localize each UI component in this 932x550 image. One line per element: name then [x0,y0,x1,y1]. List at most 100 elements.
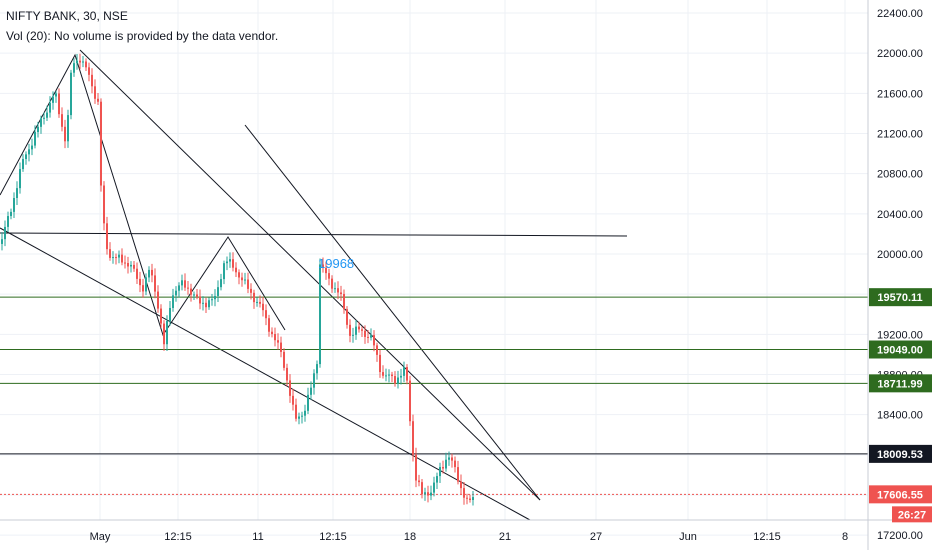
trendlines [0,49,628,521]
candle-body [232,259,234,268]
candle-body [142,285,144,292]
candle-body [400,375,402,378]
level-price-label: 19570.11 [877,292,922,304]
candle-body [31,145,33,150]
level-price-label-bg [869,288,932,307]
candle-body [421,482,423,495]
price-tick-label: 21200.00 [877,129,923,141]
candle-body [460,481,462,489]
symbol-title: NIFTY BANK, 30, NSE [6,9,128,23]
level-price-label-bg [869,374,932,393]
candle-body [166,321,168,345]
candle-body [313,373,315,388]
price-tick-label: 22400.00 [877,8,923,20]
candle-body [169,307,171,322]
candle-body [172,295,174,308]
time-tick-label: 21 [499,531,511,543]
candle-body [16,188,18,199]
candle-body [280,342,282,352]
candle-body [196,294,198,297]
candle-body [37,126,39,133]
current-price-label-bg [869,485,932,504]
price-axis[interactable]: 17200.0018400.0018800.0019200.0020000.00… [867,0,923,550]
candle-body [88,67,90,75]
candle-body [130,264,132,267]
price-tick-label: 18400.00 [877,410,923,422]
candle-body [115,257,117,259]
candle-body [463,488,465,498]
candle-body [331,278,333,289]
candle-body [40,118,42,127]
candle-body [118,254,120,258]
price-tick-label: 21600.00 [877,88,923,100]
time-axis[interactable]: May 12:15 11 12:15 18 21 27 Jun 12:15 8 [0,519,932,543]
candle-body [247,279,249,289]
candle-body [49,102,51,113]
candle-body [268,318,270,332]
price-labels: 19570.11 19049.00 18711.99 18009.53 17606.55… [869,288,932,523]
candle-body [4,226,6,240]
candle-body [361,329,363,331]
candle-body [43,117,45,119]
candle-body [289,380,291,396]
candle-body [367,336,369,338]
level-price-label: 19049.00 [877,344,923,356]
candle-body [454,460,456,468]
channel-lower-line [0,227,531,521]
candle-body [202,302,204,304]
candle-body [28,149,30,155]
candle-body [67,115,69,142]
candle-body [226,261,228,264]
candle-body [112,257,114,259]
candle-body [7,216,9,227]
candle-body [439,467,441,477]
candles [1,53,474,506]
candle-body [94,86,96,99]
candle-body [403,367,405,376]
candle-body [364,330,366,337]
candle-body [199,296,201,304]
candle-body [85,61,87,68]
candle-body [160,308,162,324]
candle-body [373,335,375,346]
candle-body [220,279,222,288]
candle-body [391,374,393,377]
candle-body [217,287,219,296]
candle-body [73,63,75,73]
candle-body [61,114,63,127]
candle-body [244,279,246,281]
candle-body [238,272,240,278]
time-tick-label: 11 [252,531,263,543]
candle-body [382,372,384,376]
candle-body [316,364,318,374]
candle-body [223,263,225,280]
candle-body [307,394,309,411]
candle-body [91,74,93,87]
candle-body [157,291,159,309]
candle-body [271,331,273,335]
candle-body [292,395,294,405]
candle-body [259,301,261,304]
candle-body [187,287,189,289]
candle-body [151,269,153,276]
countdown-label-bg [892,506,932,523]
candle-body [76,60,78,64]
candle-body [211,299,213,301]
candle-body [451,457,453,461]
candle-body [424,492,426,495]
candle-body [379,354,381,373]
candle-body [397,377,399,384]
time-tick-label: 18 [404,531,416,543]
price-tick-label: 20000.00 [877,249,923,261]
candle-body [229,259,231,262]
candle-body [445,459,447,469]
candle-body [163,323,165,345]
candle-body [274,334,276,341]
time-tick-label: 27 [590,531,602,543]
candle-body [295,404,297,419]
candle-body [109,249,111,258]
candle-body [214,295,216,300]
candle-body [457,467,459,482]
candle-body [304,410,306,416]
